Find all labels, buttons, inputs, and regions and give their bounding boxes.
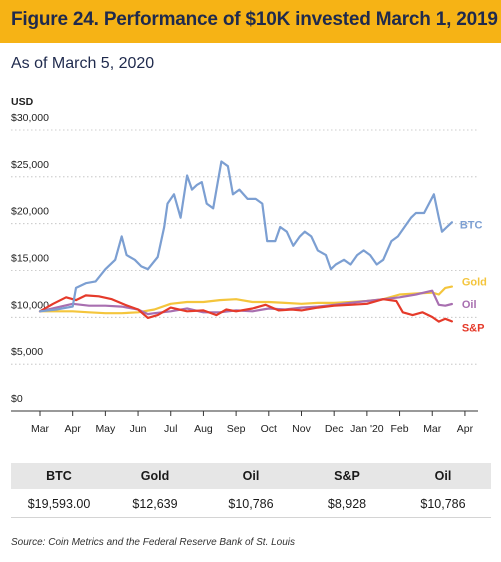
summary-table-row: $19,593.00 $12,639 $10,786 $8,928 $10,78… — [11, 491, 491, 518]
summary-table-header: BTC Gold Oil S&P Oil — [11, 463, 491, 489]
x-axis: Mar Apr May Jun Jul Aug Sep Oct Nov Dec Jan '20 Feb… — [11, 410, 478, 435]
x-tick-label: Jun — [130, 423, 147, 435]
y-tick-label: $0 — [11, 393, 23, 405]
y-tick-label: $25,000 — [11, 159, 49, 171]
series-lines — [38, 160, 453, 323]
source-note: Source: Coin Metrics and the Federal Res… — [11, 537, 296, 548]
table-header-cell: Oil — [434, 469, 452, 483]
line-chart: $0 $5,000 $10,000 $15,000 $20,000 $25,000 $30,… — [11, 112, 487, 435]
y-axis-ticks: $0 $5,000 $10,000 $15,000 $20,000 $25,000 $30,… — [11, 112, 478, 405]
y-tick-label: $10,000 — [11, 299, 49, 311]
title-banner: Figure 24. Performance of $10K invested … — [0, 0, 501, 43]
series-line-gold — [38, 285, 453, 315]
table-header-cell: S&P — [334, 469, 360, 483]
series-label: BTC — [460, 219, 483, 231]
series-label: S&P — [462, 322, 485, 334]
series-line-oil — [38, 289, 453, 316]
series-end-labels: BTC Gold Oil S&P — [460, 219, 487, 334]
table-value-cell: $10,786 — [420, 497, 466, 511]
table-value-cell: $8,928 — [327, 497, 367, 511]
table-header-cell: Gold — [140, 469, 170, 483]
x-tick-label: Apr — [457, 423, 474, 435]
series-label: Gold — [462, 277, 487, 289]
x-tick-label: Aug — [194, 423, 213, 435]
y-tick-label: $30,000 — [11, 112, 49, 124]
table-header-cell: Oil — [242, 469, 260, 483]
x-tick-label: Jan '20 — [350, 423, 384, 435]
x-tick-label: Apr — [65, 423, 82, 435]
table-header-cell: BTC — [46, 469, 72, 483]
x-tick-label: Mar — [31, 423, 50, 435]
series-line-sp — [38, 294, 453, 323]
series-line-btc — [38, 160, 453, 313]
x-tick-label: May — [95, 423, 116, 435]
series-label: Oil — [462, 299, 477, 311]
x-tick-label: Dec — [325, 423, 344, 435]
x-tick-label: Feb — [391, 423, 409, 435]
x-tick-label: Mar — [423, 423, 442, 435]
chart-subtitle: As of March 5, 2020 — [11, 55, 155, 72]
y-axis-unit: USD — [11, 96, 34, 108]
x-tick-label: Nov — [292, 423, 311, 435]
y-tick-label: $5,000 — [11, 346, 43, 358]
y-tick-label: $15,000 — [11, 253, 49, 265]
y-tick-label: $20,000 — [11, 206, 49, 218]
x-tick-label: Sep — [227, 423, 246, 435]
table-value-cell: $19,593.00 — [27, 497, 91, 511]
x-tick-label: Jul — [164, 423, 177, 435]
table-value-cell: $10,786 — [228, 497, 274, 511]
chart-title: Figure 24. Performance of $10K invested … — [11, 9, 498, 30]
table-value-cell: $12,639 — [132, 497, 178, 511]
x-tick-label: Oct — [261, 423, 277, 435]
